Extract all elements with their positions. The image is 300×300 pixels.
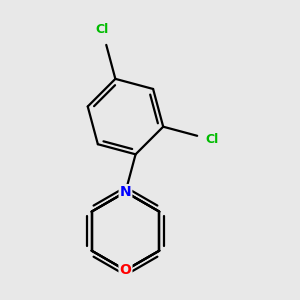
Text: N: N <box>120 185 131 199</box>
Text: O: O <box>119 263 131 277</box>
Text: Cl: Cl <box>206 133 219 146</box>
Text: Cl: Cl <box>96 23 109 36</box>
